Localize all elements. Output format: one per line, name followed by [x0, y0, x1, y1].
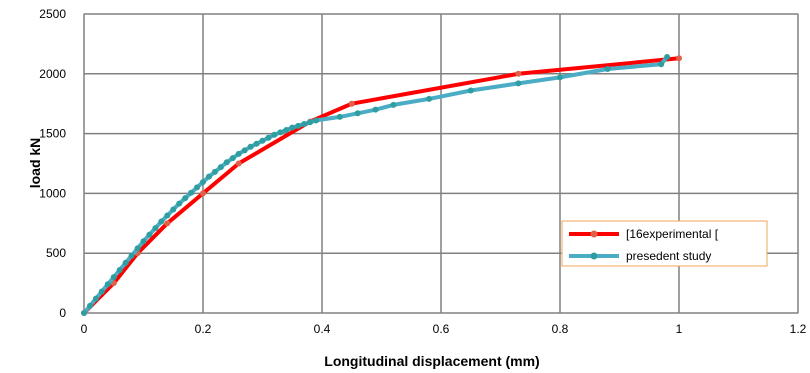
data-point — [182, 195, 189, 202]
data-point — [271, 131, 278, 138]
data-point — [164, 220, 171, 227]
data-point — [676, 55, 682, 62]
data-point — [205, 173, 212, 180]
x-tick-label: 0.4 — [314, 322, 331, 336]
legend-label: [16experimental [ — [626, 227, 719, 241]
data-point — [515, 70, 522, 77]
data-point — [336, 113, 343, 120]
data-point — [116, 266, 123, 273]
data-point — [98, 288, 105, 295]
legend: [16experimental [ presedent study — [561, 220, 768, 267]
y-tick-label: 500 — [46, 246, 66, 260]
series-line — [82, 55, 670, 315]
data-point — [426, 95, 433, 102]
data-point — [253, 140, 260, 147]
y-tick-label: 1500 — [39, 127, 66, 141]
data-point — [235, 150, 242, 157]
x-axis-title: Longitudinal displacement (mm) — [324, 353, 539, 369]
data-point — [176, 200, 183, 207]
y-tick-label: 2500 — [39, 7, 66, 21]
data-point — [247, 143, 254, 150]
data-point — [158, 218, 165, 225]
data-point — [146, 231, 153, 238]
data-point — [372, 106, 379, 113]
data-point — [467, 87, 474, 94]
data-point — [110, 274, 117, 281]
x-tick-label: 1.2 — [790, 322, 807, 336]
series-1 — [81, 54, 671, 316]
data-point — [223, 159, 230, 166]
series-0 — [81, 55, 682, 316]
legend-label: presedent study — [626, 249, 711, 263]
data-point — [152, 225, 159, 232]
data-point — [81, 310, 87, 316]
x-tick-label: 0.8 — [552, 322, 569, 336]
data-point — [354, 110, 361, 117]
data-point — [277, 129, 284, 136]
data-point — [235, 160, 242, 167]
grid — [83, 13, 799, 314]
data-point — [295, 122, 302, 129]
data-point — [664, 54, 671, 61]
data-point — [194, 184, 201, 191]
data-point — [515, 80, 522, 87]
y-tick-label: 1000 — [39, 186, 66, 200]
data-point — [200, 179, 206, 186]
data-point — [658, 61, 665, 68]
data-point — [265, 134, 272, 141]
data-point — [301, 121, 308, 128]
data-point — [188, 189, 195, 196]
data-point — [313, 117, 320, 124]
data-point — [128, 252, 135, 259]
data-point — [104, 281, 111, 288]
data-point — [348, 100, 355, 107]
data-point — [86, 302, 93, 309]
data-point — [140, 238, 147, 245]
x-tick-label: 1 — [676, 322, 683, 336]
data-point — [211, 168, 218, 175]
data-point — [259, 137, 266, 144]
data-point — [217, 164, 224, 171]
legend-swatch-marker — [590, 230, 598, 238]
data-point — [307, 119, 314, 126]
data-point — [241, 147, 248, 154]
data-point — [390, 101, 397, 108]
data-point — [200, 190, 206, 197]
y-axis-title: load kN — [27, 138, 43, 189]
data-point — [134, 245, 141, 252]
data-point — [164, 212, 171, 219]
data-point — [604, 66, 611, 73]
y-tick-label: 2000 — [39, 67, 66, 81]
data-point — [122, 259, 129, 266]
data-point — [92, 295, 99, 302]
data-point — [170, 206, 177, 213]
legend-swatch-marker — [590, 252, 598, 260]
y-tick-label: 0 — [59, 306, 66, 320]
data-point — [229, 155, 236, 162]
x-tick-label: 0 — [81, 322, 88, 336]
tick-labels: 0 0.2 0.4 0.6 0.8 1 1.2 0 500 1000 1500 2000 2500 — [39, 7, 806, 336]
x-tick-label: 0.2 — [195, 322, 212, 336]
data-point — [283, 127, 290, 134]
series-line — [82, 56, 681, 315]
data-point — [557, 74, 563, 81]
data-point — [289, 124, 296, 131]
series-layer — [81, 54, 682, 316]
x-tick-label: 0.6 — [433, 322, 450, 336]
